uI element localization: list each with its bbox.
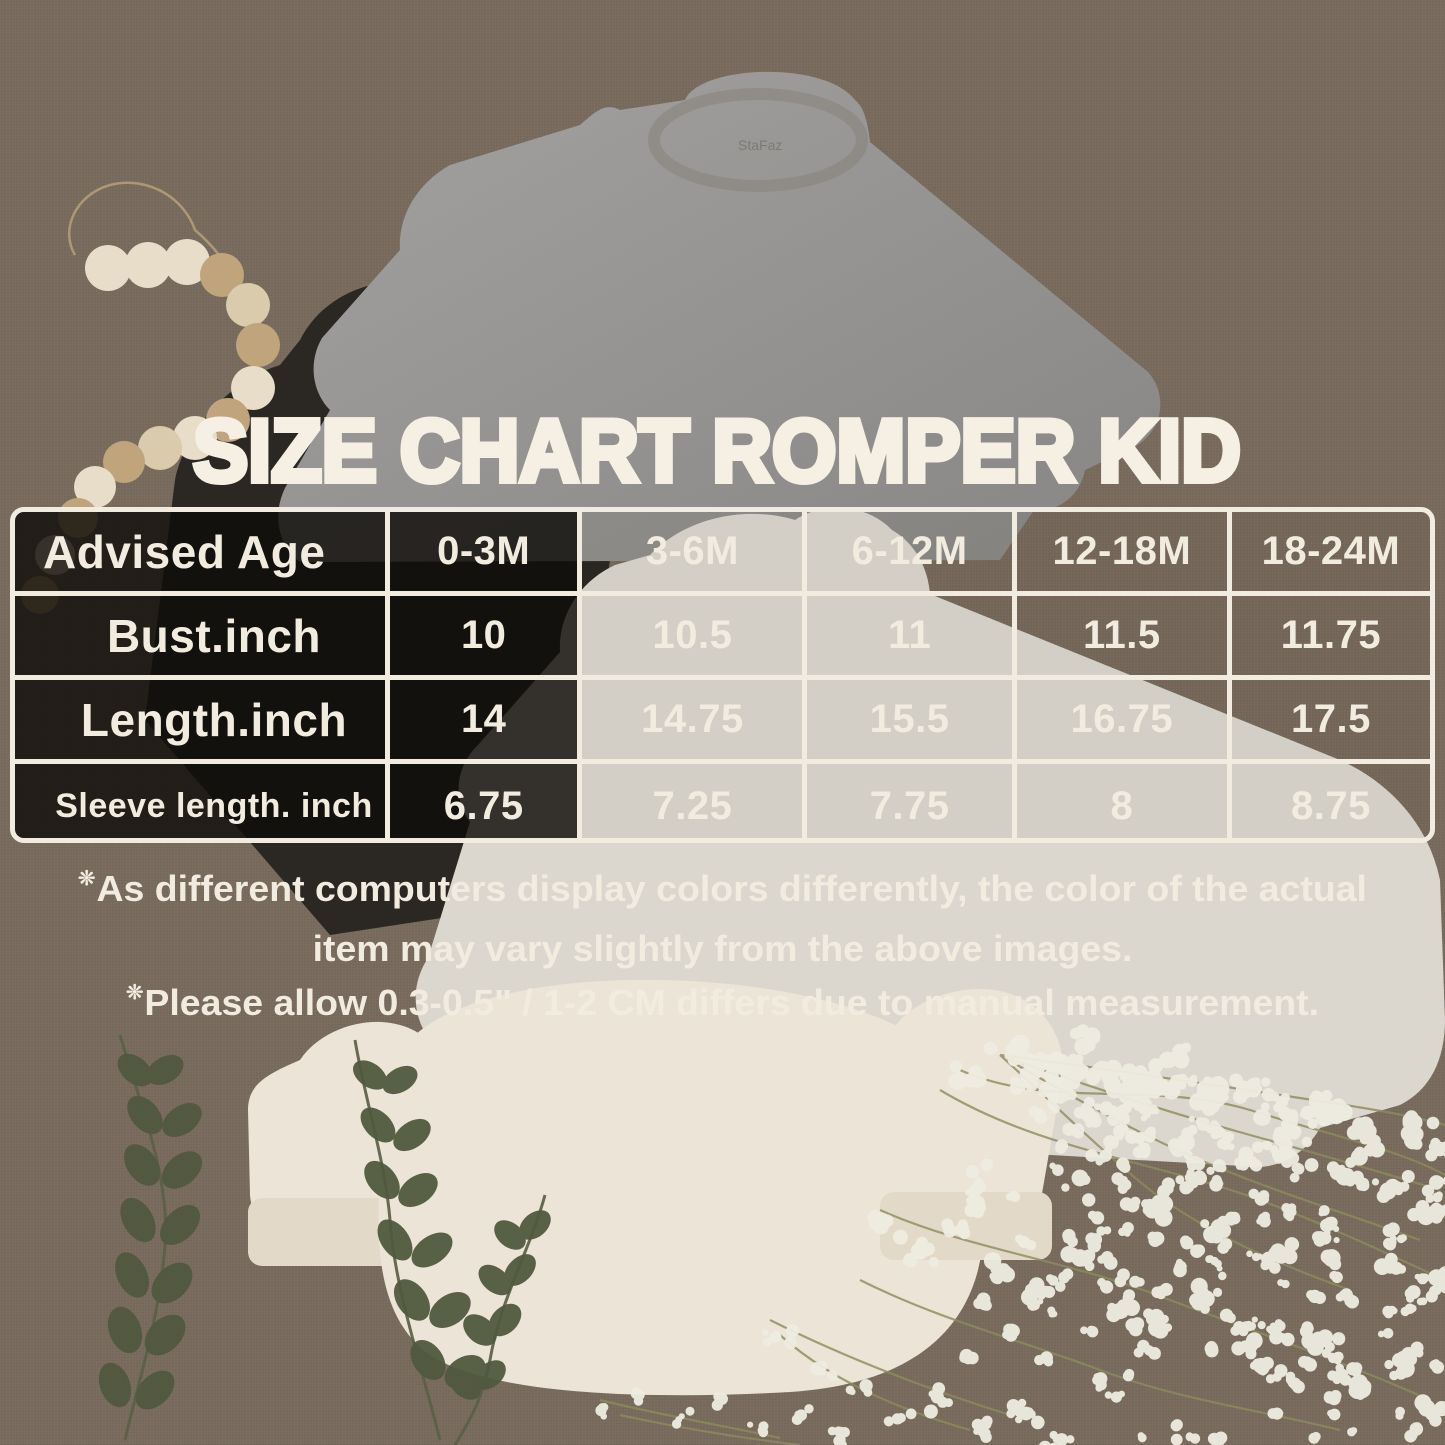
svg-text:StaFaz: StaFaz: [738, 137, 782, 153]
